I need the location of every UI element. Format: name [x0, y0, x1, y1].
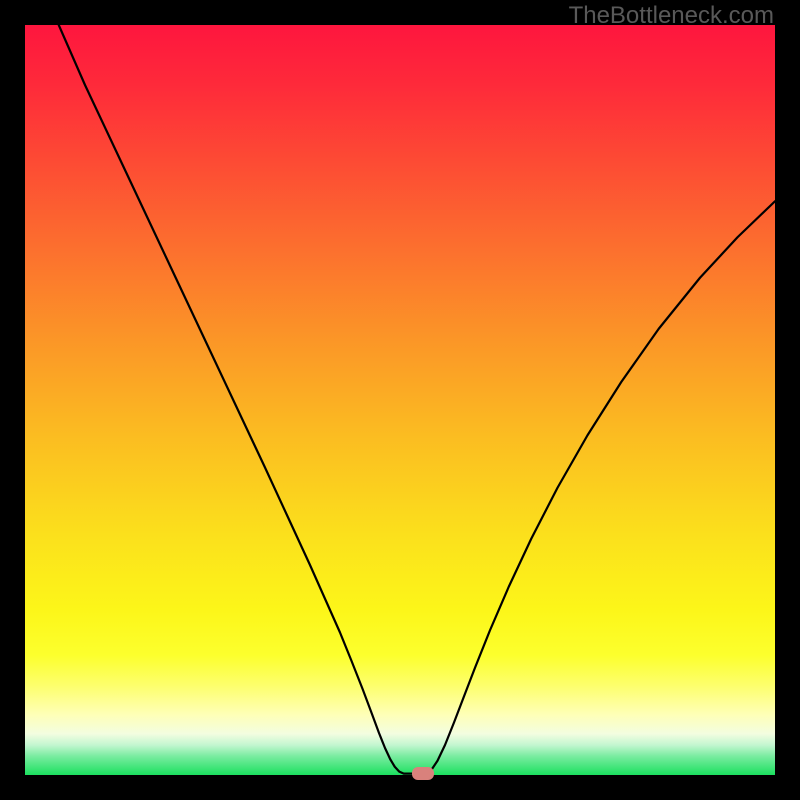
- gradient-background: [25, 25, 775, 775]
- optimum-marker: [412, 767, 434, 780]
- watermark-text: TheBottleneck.com: [569, 2, 774, 30]
- bottleneck-chart: [25, 25, 775, 775]
- chart-frame: [25, 25, 775, 775]
